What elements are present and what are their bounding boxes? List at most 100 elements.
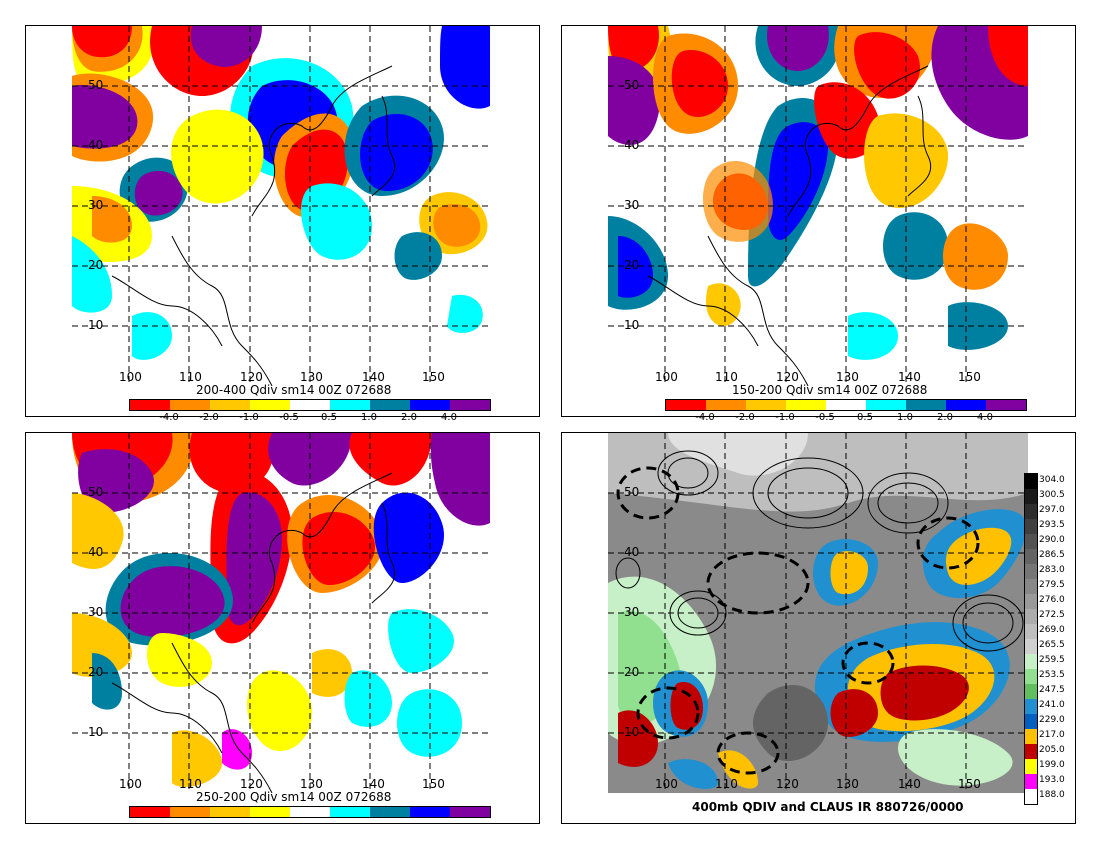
ir-colorbar-swatch — [1025, 549, 1037, 564]
lat-label: 50 — [624, 78, 640, 92]
ir-colorbar-label: 229.0 — [1039, 715, 1065, 725]
ir-colorbar-swatch — [1025, 714, 1037, 729]
ir-colorbar-swatch — [1025, 759, 1037, 774]
panel-title: 150-200 Qdiv sm14 00Z 072688 — [732, 383, 928, 397]
lon-label: 110 — [715, 370, 738, 384]
lat-label: 40 — [624, 138, 640, 152]
lon-label: 110 — [179, 370, 202, 384]
lat-label: 10 — [624, 318, 640, 332]
lon-label: 110 — [179, 777, 202, 791]
lon-label: 120 — [240, 370, 263, 384]
ir-colorbar-label: 247.5 — [1039, 685, 1065, 695]
lat-label: 30 — [624, 198, 640, 212]
ir-colorbar-label: 265.5 — [1039, 640, 1065, 650]
ir-colorbar-label: 304.0 — [1039, 475, 1065, 485]
lat-label: 20 — [88, 665, 104, 679]
panel-150-200: 50 40 30 20 10 100 110 120 130 140 150 1… — [561, 25, 1076, 423]
ir-colorbar-swatch — [1025, 654, 1037, 669]
ir-colorbar-swatch — [1025, 519, 1037, 534]
lon-label: 120 — [776, 777, 799, 791]
lon-label: 110 — [715, 777, 738, 791]
ir-colorbar-label: 259.5 — [1039, 655, 1065, 665]
panel-250-200: 50 40 30 20 10 100 110 120 130 140 150 2… — [25, 432, 540, 824]
ir-colorbar-label: 297.0 — [1039, 505, 1065, 515]
lon-label: 150 — [422, 777, 445, 791]
lat-label: 20 — [624, 258, 640, 272]
ir-colorbar-swatch — [1025, 774, 1037, 789]
ir-colorbar-label: 193.0 — [1039, 775, 1065, 785]
ir-colorbar-swatch — [1025, 579, 1037, 594]
ir-colorbar-label: 279.5 — [1039, 580, 1065, 590]
qdiv-contours — [608, 433, 1028, 793]
coastline-200-400 — [111, 65, 395, 386]
lat-label: 40 — [88, 138, 104, 152]
grid-lines-200-400 — [72, 26, 490, 386]
ir-colorbar-label: 269.0 — [1039, 625, 1065, 635]
lon-label: 150 — [958, 370, 981, 384]
ir-colorbar-label: 293.5 — [1039, 520, 1065, 530]
ir-colorbar-swatch — [1025, 669, 1037, 684]
ir-colorbar-label: 253.5 — [1039, 670, 1065, 680]
map-200-400: 50 40 30 20 10 100 110 120 130 140 150 — [72, 26, 490, 386]
qdiv-colorbar-labels: -4.0 -2.0 -1.0 -0.5 0.5 1.0 2.0 4.0 — [695, 412, 993, 423]
lon-label: 100 — [655, 370, 678, 384]
lat-label: 40 — [624, 545, 640, 559]
ir-colorbar-label: 241.0 — [1039, 700, 1065, 710]
ir-colorbar-label: 283.0 — [1039, 565, 1065, 575]
lon-label: 140 — [898, 370, 921, 384]
lat-label: 20 — [624, 665, 640, 679]
panel-title: 250-200 Qdiv sm14 00Z 072688 — [196, 790, 392, 804]
lon-label: 150 — [422, 370, 445, 384]
coastline-150-200 — [647, 65, 931, 386]
panel-claus-ir: 50 40 30 20 10 100 110 120 130 140 150 4… — [561, 432, 1076, 824]
panel-title: 200-400 Qdiv sm14 00Z 072688 — [196, 383, 392, 397]
map-claus-ir: 50 40 30 20 10 100 110 120 130 140 150 — [608, 433, 1028, 793]
lat-label: 10 — [88, 725, 104, 739]
panel-200-400: 50 40 30 20 10 100 110 120 130 140 150 2… — [25, 25, 540, 423]
lon-label: 140 — [362, 370, 385, 384]
ir-colorbar-label: 300.5 — [1039, 490, 1065, 500]
lon-label: 130 — [300, 370, 323, 384]
grid-lines-250-200 — [72, 433, 490, 793]
ir-colorbar-swatch — [1025, 729, 1037, 744]
ir-colorbar-labels: 304.0 300.5 297.0 293.5 290.0 286.5 283.0 279.5… — [1039, 473, 1075, 803]
lat-label: 30 — [624, 605, 640, 619]
lon-label: 100 — [655, 777, 678, 791]
qdiv-field-200-400 — [72, 26, 490, 386]
lat-label: 50 — [88, 78, 104, 92]
ir-colorbar-swatch — [1025, 684, 1037, 699]
ir-colorbar-swatch — [1025, 564, 1037, 579]
grid-lines-150-200 — [608, 26, 1028, 386]
ir-colorbar-swatch — [1025, 789, 1037, 804]
lon-label: 150 — [958, 777, 981, 791]
lon-label: 120 — [776, 370, 799, 384]
map-250-200: 50 40 30 20 10 100 110 120 130 140 150 — [72, 433, 490, 793]
lon-label: 130 — [836, 370, 859, 384]
ir-colorbar-swatch — [1025, 609, 1037, 624]
qdiv-colorbar-labels: -4.0 -2.0 -1.0 -0.5 0.5 1.0 2.0 4.0 — [159, 412, 457, 423]
coastline-250-200 — [111, 472, 395, 793]
ir-colorbar-swatch — [1025, 474, 1037, 489]
ir-colorbar-swatch — [1025, 534, 1037, 549]
lat-label: 50 — [624, 485, 640, 499]
ir-colorbar-swatch — [1025, 744, 1037, 759]
lat-label: 50 — [88, 485, 104, 499]
lat-label: 30 — [88, 198, 104, 212]
qdiv-colorbar — [665, 399, 1027, 411]
lon-label: 140 — [362, 777, 385, 791]
lat-label: 40 — [88, 545, 104, 559]
ir-colorbar — [1024, 473, 1038, 805]
qdiv-colorbar — [129, 399, 491, 411]
lon-label: 140 — [898, 777, 921, 791]
ir-colorbar-label: 286.5 — [1039, 550, 1065, 560]
lat-label: 20 — [88, 258, 104, 272]
ir-colorbar-label: 205.0 — [1039, 745, 1065, 755]
ir-colorbar-label: 199.0 — [1039, 760, 1065, 770]
lon-label: 130 — [300, 777, 323, 791]
ir-colorbar-swatch — [1025, 504, 1037, 519]
map-150-200: 50 40 30 20 10 100 110 120 130 140 150 — [608, 26, 1028, 386]
qdiv-field-250-200 — [72, 433, 490, 793]
lon-label: 130 — [836, 777, 859, 791]
lon-label: 120 — [240, 777, 263, 791]
ir-colorbar-swatch — [1025, 594, 1037, 609]
